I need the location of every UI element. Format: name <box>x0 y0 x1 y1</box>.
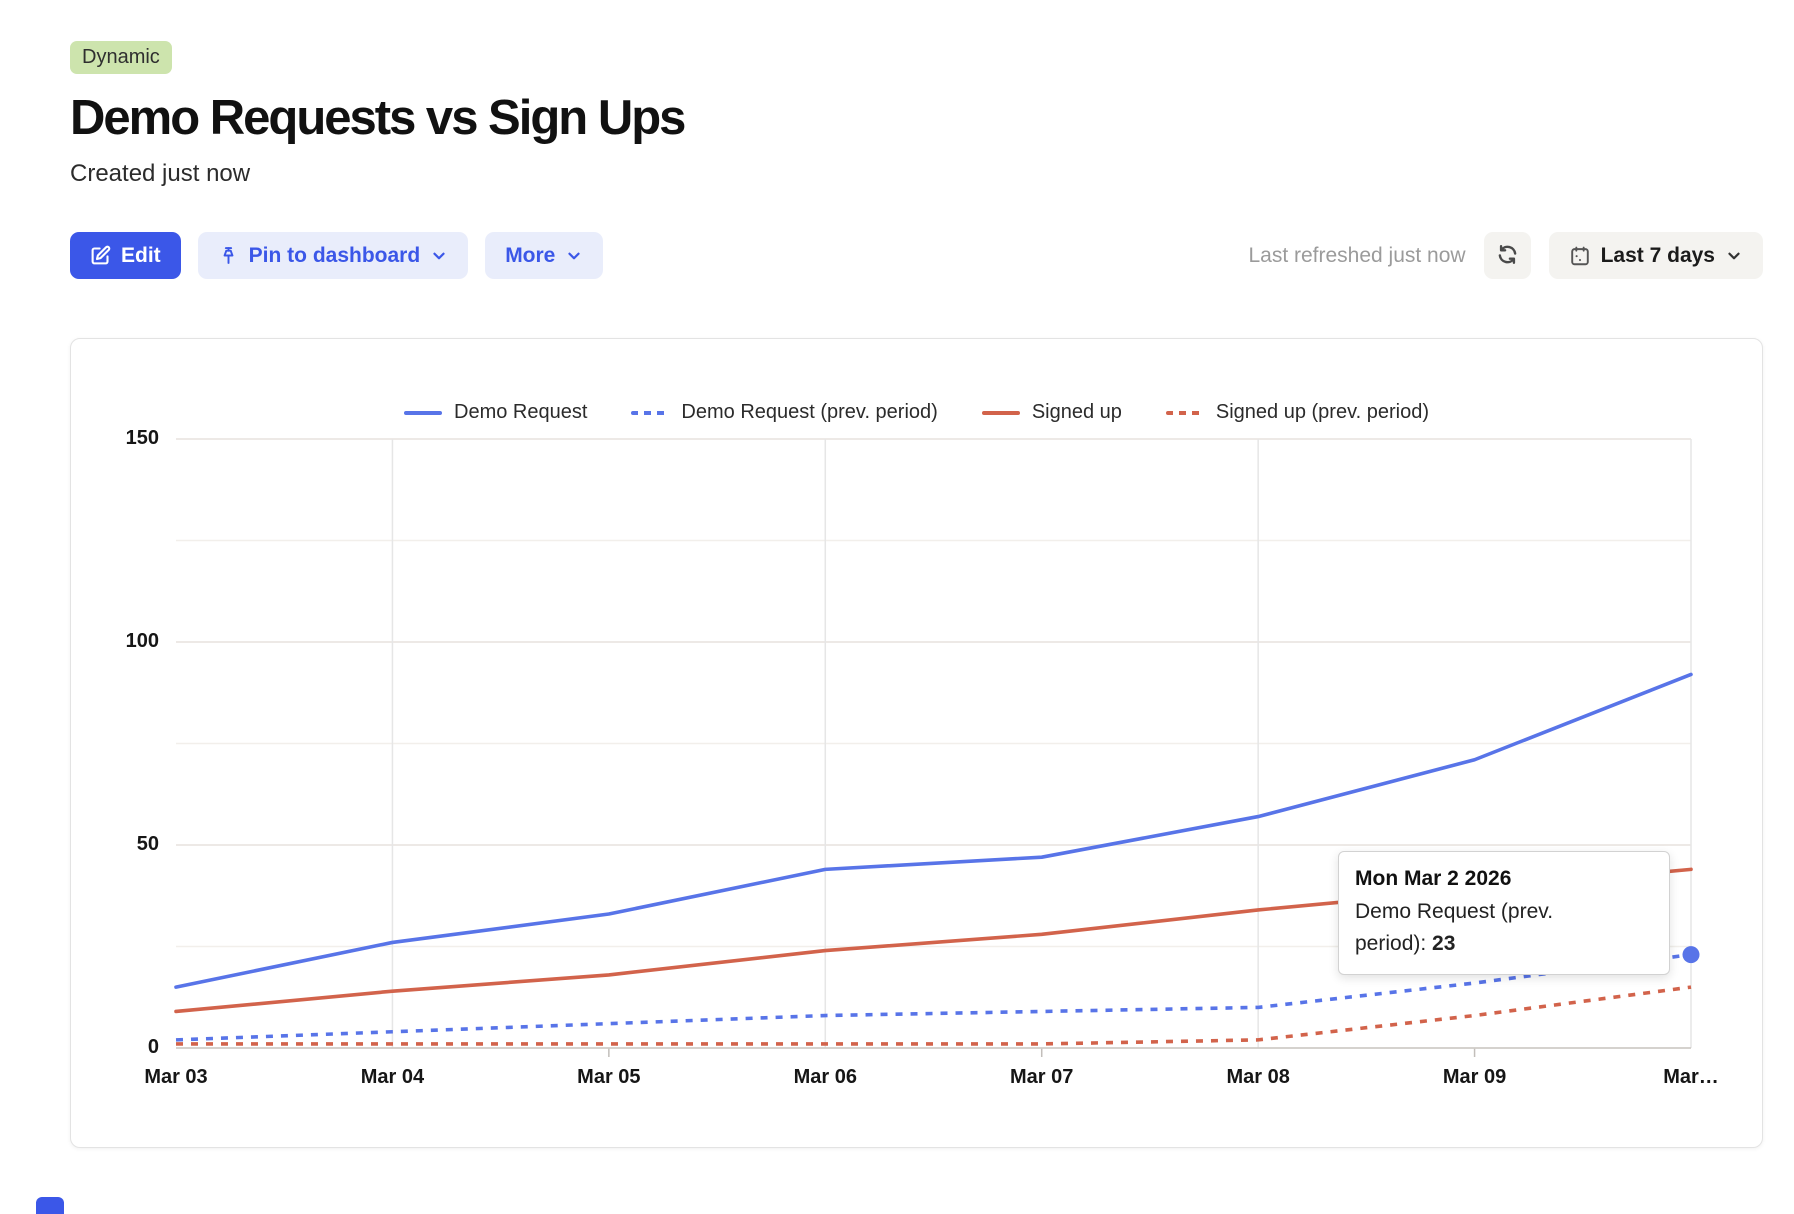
more-button[interactable]: More <box>485 232 604 279</box>
refresh-button[interactable] <box>1483 232 1531 279</box>
x-axis-label: Mar 05 <box>577 1066 641 1088</box>
line-chart[interactable] <box>174 438 1700 1057</box>
chat-widget-fragment[interactable] <box>36 1197 64 1214</box>
tooltip-series-row: Demo Request (prev. period): 23 <box>1355 899 1554 956</box>
y-axis-label: 50 <box>136 833 159 855</box>
date-range-button[interactable]: Last 7 days <box>1548 232 1763 279</box>
refresh-icon <box>1496 243 1519 269</box>
legend-label: Demo Request <box>454 401 588 423</box>
chart-tooltip: Mon Mar 2 2026 Demo Request (prev. perio… <box>1338 851 1670 975</box>
legend-label: Signed up (prev. period) <box>1215 401 1429 423</box>
pin-button-label: Pin to dashboard <box>248 243 421 267</box>
legend-swatch <box>1165 410 1204 415</box>
legend-item[interactable]: Signed up (prev. period) <box>1165 401 1429 424</box>
tooltip-date: Mon Mar 2 2026 <box>1355 867 1512 890</box>
toolbar: Edit Pin to dashboard More Last refreshe… <box>70 232 1763 279</box>
series-line <box>174 672 1693 989</box>
x-axis-label: Mar 09 <box>1442 1066 1507 1088</box>
y-axis-label: 0 <box>147 1036 159 1058</box>
more-button-label: More <box>505 243 556 267</box>
x-axis-label: Mar 08 <box>1226 1066 1290 1088</box>
edit-pencil-icon <box>90 245 111 266</box>
edit-button-label: Edit <box>121 243 161 267</box>
page-title: Demo Requests vs Sign Ups <box>70 91 686 145</box>
chevron-down-icon <box>430 247 448 265</box>
x-axis-label: Mar 04 <box>360 1066 425 1088</box>
legend-label: Demo Request (prev. period) <box>681 401 938 423</box>
highlighted-point[interactable] <box>1682 946 1700 964</box>
legend-item[interactable]: Demo Request <box>404 401 587 424</box>
x-axis-label: Mar 06 <box>793 1066 857 1088</box>
series-line <box>175 952 1692 1042</box>
y-axis-label: 150 <box>125 427 159 449</box>
series-line <box>176 985 1692 1046</box>
calendar-icon <box>1569 245 1591 267</box>
chevron-down-icon <box>1725 247 1743 265</box>
date-range-label: Last 7 days <box>1600 243 1715 267</box>
x-axis: Mar 03 Mar 04 Mar 05 Mar 06 Mar 07 Mar 08 Mar … <box>144 1066 1718 1096</box>
legend-item[interactable]: Signed up <box>981 401 1122 424</box>
last-refreshed-text: Last refreshed just now <box>1248 243 1466 267</box>
pin-to-dashboard-button[interactable]: Pin to dashboard <box>197 232 469 279</box>
x-axis-label: Mar 07 <box>1010 1066 1074 1088</box>
tooltip-value: 23 <box>1432 932 1456 956</box>
x-axis-label: Mar 03 <box>144 1066 208 1088</box>
legend-item[interactable]: Demo Request (prev. period) <box>631 401 938 424</box>
dynamic-badge: Dynamic <box>70 41 172 74</box>
x-axis-label: Mar… <box>1663 1066 1719 1088</box>
chevron-down-icon <box>565 247 583 265</box>
legend-swatch <box>981 410 1020 415</box>
legend-swatch <box>631 410 670 415</box>
legend-label: Signed up <box>1031 401 1122 423</box>
chart-legend: Demo Request Demo Request (prev. period) S… <box>71 401 1762 424</box>
y-axis-label: 100 <box>125 630 159 652</box>
legend-swatch <box>404 410 442 415</box>
created-timestamp: Created just now <box>70 160 251 187</box>
chart-card: Demo Request Demo Request (prev. period) S… <box>70 338 1763 1148</box>
edit-button[interactable]: Edit <box>70 232 181 279</box>
pin-icon <box>218 245 239 266</box>
y-axis: 0 50 100 150 <box>71 427 159 1058</box>
